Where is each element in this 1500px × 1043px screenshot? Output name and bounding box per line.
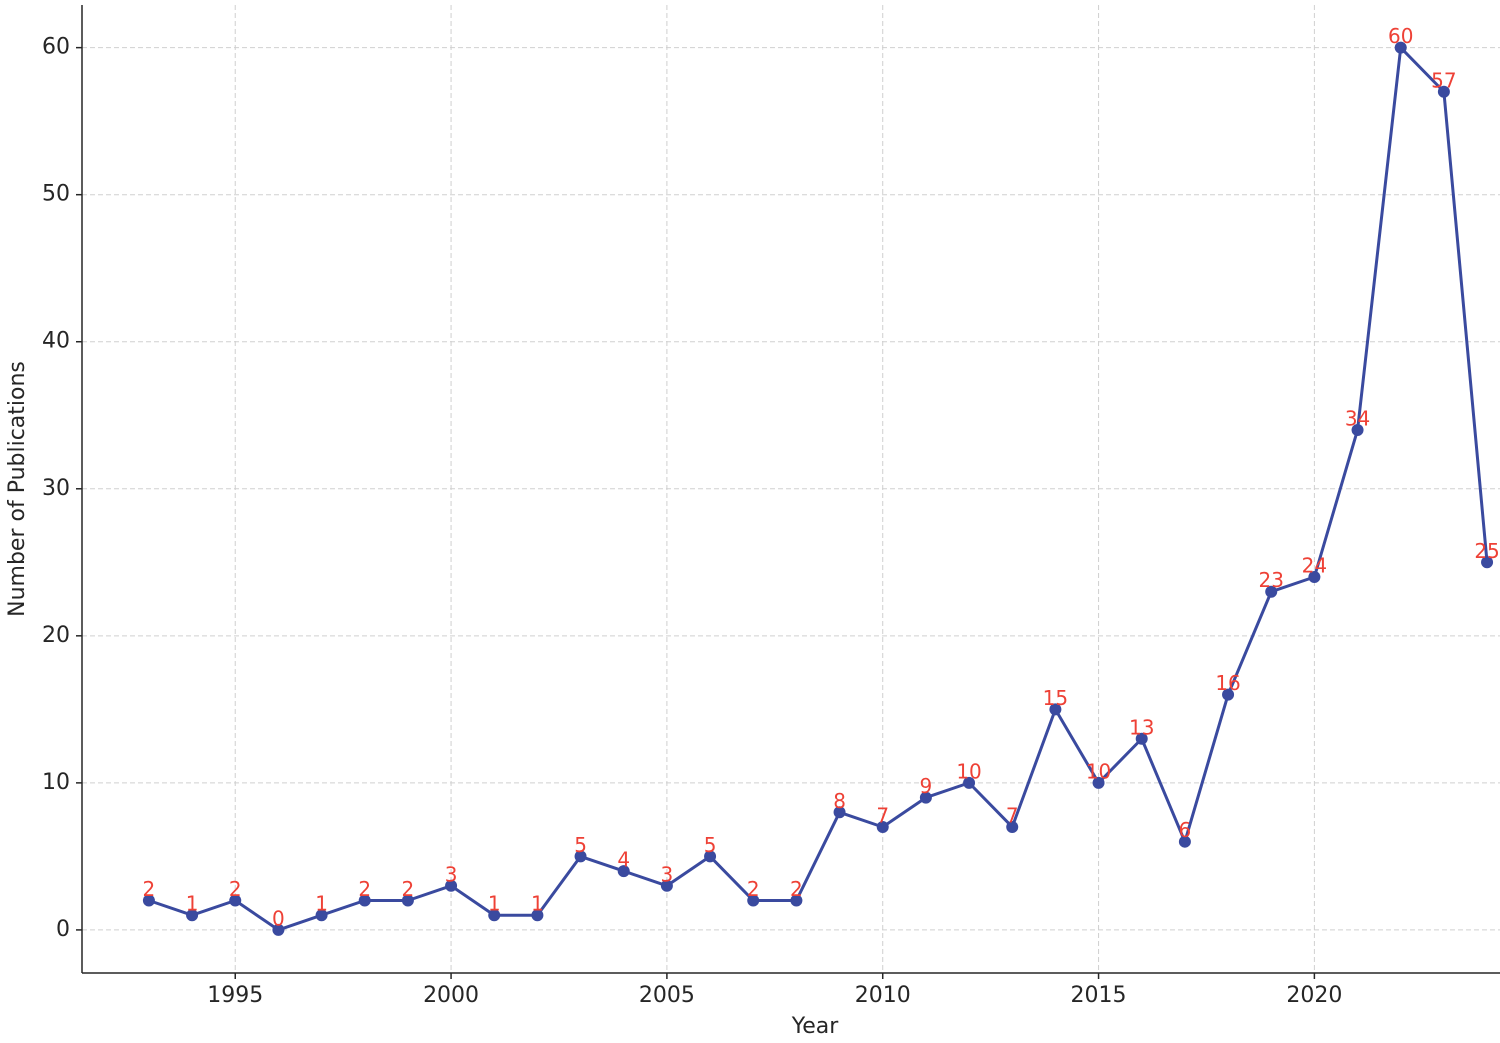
x-axis-label: Year xyxy=(791,1014,840,1039)
data-point xyxy=(445,879,458,892)
x-tick-label: 1995 xyxy=(207,983,263,1008)
data-label: 2 xyxy=(402,877,415,901)
data-label: 4 xyxy=(617,848,630,872)
y-tick-label: 10 xyxy=(42,770,70,795)
data-label: 3 xyxy=(445,862,458,886)
data-label: 6 xyxy=(1179,818,1192,842)
data-label: 2 xyxy=(790,877,803,901)
data-point xyxy=(919,791,932,804)
data-point xyxy=(186,909,199,922)
x-tick-label: 2010 xyxy=(855,983,911,1008)
data-label: 7 xyxy=(1006,803,1019,827)
data-label: 1 xyxy=(531,892,544,916)
data-point xyxy=(1049,703,1062,716)
data-label: 7 xyxy=(876,803,889,827)
data-point xyxy=(1308,571,1321,584)
y-tick-label: 60 xyxy=(42,35,70,60)
data-point xyxy=(488,909,501,922)
data-point xyxy=(401,894,414,907)
data-point xyxy=(660,879,673,892)
data-point xyxy=(531,909,544,922)
data-point xyxy=(1437,85,1450,98)
data-label: 60 xyxy=(1388,24,1413,48)
data-point xyxy=(142,894,155,907)
data-point xyxy=(1222,688,1235,701)
data-point xyxy=(1481,556,1494,569)
data-point xyxy=(574,850,587,863)
data-label: 15 xyxy=(1043,686,1068,710)
data-label: 8 xyxy=(833,789,846,813)
y-axis-label: Number of Publications xyxy=(5,361,30,617)
data-point xyxy=(704,850,717,863)
data-label: 5 xyxy=(574,833,587,857)
x-tick-label: 2015 xyxy=(1071,983,1127,1008)
data-point xyxy=(1394,41,1407,54)
y-tick-label: 0 xyxy=(56,917,70,942)
data-label: 1 xyxy=(315,892,328,916)
data-label: 57 xyxy=(1431,68,1456,92)
data-label: 2 xyxy=(229,877,242,901)
data-point xyxy=(617,865,630,878)
data-label: 34 xyxy=(1345,406,1370,430)
data-point xyxy=(747,894,760,907)
data-label: 16 xyxy=(1215,671,1240,695)
data-label: 5 xyxy=(704,833,717,857)
data-point xyxy=(1178,835,1191,848)
data-label: 2 xyxy=(358,877,371,901)
data-label: 25 xyxy=(1474,539,1499,563)
y-tick-label: 40 xyxy=(42,329,70,354)
y-tick-label: 30 xyxy=(42,476,70,501)
data-point xyxy=(272,923,285,936)
data-point xyxy=(833,806,846,819)
data-label: 10 xyxy=(956,759,981,783)
data-point xyxy=(1351,423,1364,436)
y-tick-label: 50 xyxy=(42,182,70,207)
x-tick-label: 2000 xyxy=(423,983,479,1008)
data-label: 0 xyxy=(272,906,285,930)
data-label: 24 xyxy=(1302,554,1327,578)
x-tick-label: 2005 xyxy=(639,983,695,1008)
data-label: 2 xyxy=(747,877,760,901)
data-point xyxy=(1006,820,1019,833)
data-label: 1 xyxy=(186,892,199,916)
data-label: 3 xyxy=(661,862,674,886)
data-label: 23 xyxy=(1258,568,1283,592)
data-point xyxy=(229,894,242,907)
series-line xyxy=(148,46,1489,932)
data-point xyxy=(876,820,889,833)
data-point xyxy=(1265,585,1278,598)
data-point xyxy=(963,776,976,789)
data-label: 13 xyxy=(1129,715,1154,739)
data-label: 2 xyxy=(143,877,156,901)
data-point xyxy=(358,894,371,907)
data-point xyxy=(790,894,803,907)
data-label: 9 xyxy=(920,774,933,798)
data-label: 1 xyxy=(488,892,501,916)
data-label: 10 xyxy=(1086,759,1111,783)
x-tick-label: 2020 xyxy=(1286,983,1342,1008)
y-tick-label: 20 xyxy=(42,623,70,648)
data-point xyxy=(1092,776,1105,789)
data-point xyxy=(315,909,328,922)
data-point xyxy=(1135,732,1148,745)
